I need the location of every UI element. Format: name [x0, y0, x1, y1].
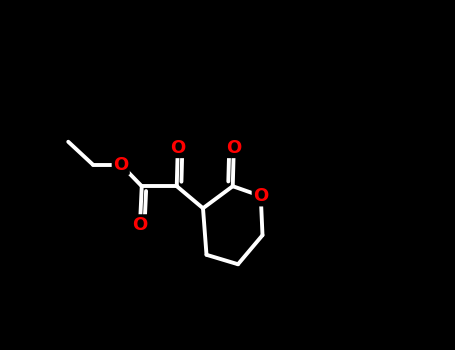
Text: O: O — [170, 139, 186, 157]
Text: O: O — [132, 216, 147, 234]
Text: O: O — [113, 155, 128, 174]
Text: O: O — [226, 139, 242, 157]
Text: O: O — [253, 187, 268, 205]
